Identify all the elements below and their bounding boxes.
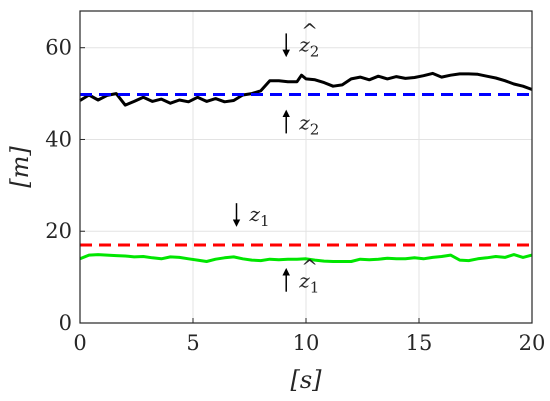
y-tick-label: 20 xyxy=(45,219,72,243)
x-tick-label: 5 xyxy=(186,331,199,355)
annotation-label: z1 xyxy=(249,202,270,230)
annotation-z1: z1 xyxy=(232,202,270,230)
annotation-label: z2 xyxy=(298,110,319,138)
x-axis-label: [s] xyxy=(290,366,322,394)
annotation-label: z2 xyxy=(298,32,319,60)
y-tick-label: 60 xyxy=(45,36,72,60)
series-layer xyxy=(79,71,533,263)
ticks: 0 5 10 15 20 0 20 40 60 xyxy=(45,36,545,355)
series-line-ẑ1 xyxy=(79,253,533,263)
x-tick-label: 15 xyxy=(406,331,433,355)
hat-accent: ^ xyxy=(301,255,318,279)
y-tick-label: 40 xyxy=(45,127,72,151)
annotation-hat-z1: z1^ xyxy=(282,255,319,297)
annotation-label: z1 xyxy=(298,269,319,297)
y-tick-label: 0 xyxy=(59,311,72,335)
annotation-hat-z2: z2^ xyxy=(282,18,319,60)
x-tick-label: 0 xyxy=(73,331,86,355)
x-tick-label: 10 xyxy=(293,331,320,355)
annotation-z2: z2 xyxy=(282,109,319,138)
series-line-ẑ2 xyxy=(79,71,533,107)
hat-accent: ^ xyxy=(301,18,318,42)
y-axis-label: [m] xyxy=(6,146,34,188)
x-tick-label: 20 xyxy=(519,331,546,355)
